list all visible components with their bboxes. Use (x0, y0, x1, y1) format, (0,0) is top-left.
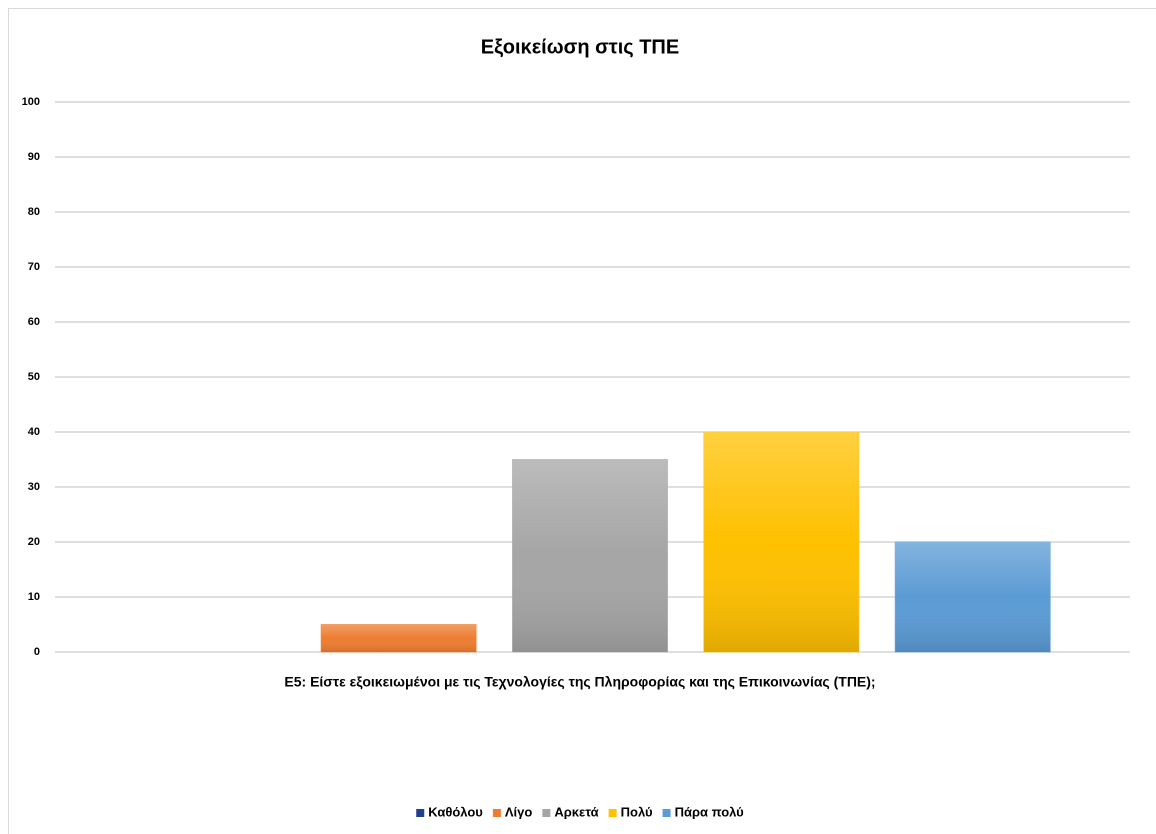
chart-title: Εξοικείωση στις ΤΠΕ (481, 36, 679, 58)
y-tick-label: 0 (34, 646, 40, 658)
y-tick-label: 40 (28, 426, 40, 438)
y-tick-label: 100 (22, 96, 40, 108)
bar-shade (703, 432, 859, 652)
y-tick-label: 50 (28, 371, 40, 383)
legend-label: Αρκετά (554, 804, 598, 819)
y-tick-label: 20 (28, 536, 40, 548)
bar-shade (512, 459, 668, 652)
bar-shade (321, 624, 477, 652)
legend-swatch (416, 809, 425, 817)
y-tick-label: 30 (28, 481, 40, 493)
y-tick-label: 90 (28, 151, 40, 163)
y-tick-label: 10 (28, 591, 40, 603)
bar-shade (895, 542, 1051, 652)
y-tick-label: 60 (28, 316, 40, 328)
legend-swatch (542, 809, 551, 817)
y-tick-label: 70 (28, 261, 40, 273)
legend-label: Πολύ (621, 804, 653, 819)
x-tick-label: Ε5: Είστε εξοικειωμένοι με τις Τεχνολογί… (284, 674, 875, 690)
legend-swatch (492, 809, 501, 817)
legend-swatch (662, 809, 671, 817)
legend-label: Καθόλου (428, 804, 483, 819)
legend-label: Πάρα πολύ (675, 804, 745, 819)
y-tick-label: 80 (28, 206, 40, 218)
legend-label: Λίγο (505, 804, 533, 819)
chart-border (8, 8, 1156, 834)
legend-swatch (608, 809, 617, 817)
